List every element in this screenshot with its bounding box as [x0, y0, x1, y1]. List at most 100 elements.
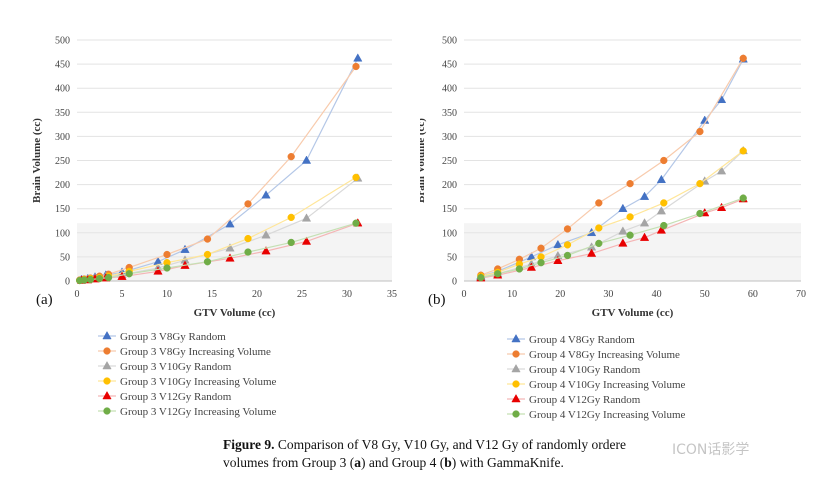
- y-tick-label: 400: [55, 84, 70, 95]
- data-point: [104, 273, 113, 282]
- legend-entry: Group 4 V8Gy Random: [529, 334, 635, 346]
- x-tick-label: 10: [162, 289, 172, 300]
- data-point: [244, 248, 252, 256]
- x-tick-label: 60: [748, 289, 758, 300]
- data-point: [553, 239, 563, 249]
- figure-caption: Figure 9. Comparison of V8 Gy, V10 Gy, a…: [223, 436, 823, 472]
- data-point: [287, 152, 295, 161]
- legend-entry: Group 3 V10Gy Random: [120, 361, 232, 373]
- x-tick-label: 35: [387, 289, 397, 300]
- data-point: [301, 155, 312, 164]
- x-tick-label: 70: [796, 289, 806, 300]
- caption-letter-a: a: [354, 455, 361, 470]
- legend-entry: Group 3 V12Gy Random: [120, 391, 232, 403]
- data-point: [639, 218, 650, 227]
- data-point: [660, 156, 668, 165]
- y-tick-label: 0: [452, 277, 457, 288]
- data-point: [656, 225, 667, 234]
- y-tick-label: 100: [55, 228, 70, 239]
- legend-entry: Group 4 V10Gy Random: [529, 364, 641, 376]
- data-point: [696, 127, 704, 136]
- data-point: [225, 253, 235, 262]
- y-tick-label: 350: [442, 108, 457, 119]
- data-point: [618, 238, 628, 247]
- legend-entry: Group 3 V8Gy Random: [120, 331, 226, 343]
- data-point: [739, 147, 747, 155]
- x-tick-label: 0: [75, 289, 80, 300]
- x-tick-label: 25: [297, 289, 307, 300]
- y-tick-label: 50: [60, 252, 70, 263]
- data-point: [716, 166, 727, 175]
- legend-entry: Group 4 V10Gy Increasing Volume: [529, 379, 686, 391]
- x-tick-label: 30: [342, 289, 352, 300]
- data-point: [353, 53, 363, 62]
- legend-swatch-marker: [511, 393, 521, 403]
- data-point: [515, 265, 524, 273]
- data-point: [660, 199, 668, 207]
- data-point: [301, 213, 312, 222]
- x-tick-label: 20: [252, 289, 262, 300]
- y-tick-label: 50: [447, 252, 457, 263]
- legend-entry: Group 4 V8Gy Increasing Volume: [529, 349, 680, 361]
- legend-swatch-marker: [102, 360, 112, 370]
- legend: Group 3 V8Gy Random Group 3 V8Gy Increasi…: [98, 330, 277, 418]
- data-point: [563, 251, 572, 260]
- y-tick-label: 250: [55, 156, 70, 167]
- data-point: [696, 209, 704, 218]
- series-1: [477, 54, 747, 279]
- series-5: [76, 219, 360, 285]
- data-point: [696, 179, 704, 188]
- data-point: [477, 273, 485, 282]
- data-point: [352, 173, 360, 182]
- y-axis-title: Brain Volume (cc): [420, 118, 427, 203]
- data-point: [660, 221, 668, 230]
- legend-swatch-marker: [103, 377, 111, 385]
- data-point: [203, 235, 212, 243]
- data-point: [86, 275, 95, 284]
- y-tick-label: 300: [442, 132, 457, 143]
- y-tick-label: 300: [55, 132, 70, 143]
- data-point: [95, 274, 104, 283]
- panel-label: (a): [36, 292, 53, 308]
- data-point: [494, 270, 502, 278]
- y-tick-label: 100: [442, 228, 457, 239]
- data-point: [352, 219, 360, 227]
- legend-swatch-marker: [102, 330, 112, 340]
- legend-swatch-marker: [103, 347, 111, 355]
- data-point: [595, 224, 603, 232]
- data-point: [163, 264, 171, 272]
- series-3: [477, 147, 747, 280]
- y-tick-label: 0: [65, 277, 70, 288]
- data-point: [626, 213, 634, 221]
- data-point: [526, 262, 537, 271]
- data-point: [287, 213, 295, 222]
- series-5: [477, 194, 747, 282]
- y-tick-label: 150: [442, 204, 457, 215]
- y-tick-label: 450: [55, 60, 70, 71]
- x-axis-title: GTV Volume (cc): [592, 307, 674, 319]
- data-point: [595, 199, 603, 207]
- data-point: [563, 241, 572, 249]
- data-point: [537, 244, 545, 252]
- legend-swatch-marker: [512, 380, 520, 388]
- data-point: [163, 250, 171, 259]
- legend-entry: Group 4 V12Gy Random: [529, 394, 641, 406]
- caption-letter-b: b: [444, 455, 452, 470]
- x-tick-label: 40: [652, 289, 662, 300]
- data-point: [739, 54, 747, 62]
- y-tick-label: 500: [442, 36, 457, 47]
- data-point: [626, 231, 634, 239]
- x-tick-label: 20: [555, 289, 565, 300]
- y-tick-label: 400: [442, 84, 457, 95]
- x-tick-label: 50: [700, 289, 710, 300]
- data-point: [595, 239, 603, 248]
- chart-panel-b: 0 50 100 150 200 250 300 350 400 450 500 0 10 20 30 40 5…: [420, 36, 806, 422]
- caption-text-4: ) with GammaKnife.: [451, 455, 564, 470]
- data-point: [618, 226, 628, 235]
- y-tick-label: 200: [55, 180, 70, 191]
- data-point: [287, 238, 295, 247]
- legend-entry: Group 3 V10Gy Increasing Volume: [120, 376, 277, 388]
- y-tick-label: 150: [55, 204, 70, 215]
- legend-swatch-marker: [511, 363, 521, 373]
- x-tick-label: 15: [207, 289, 217, 300]
